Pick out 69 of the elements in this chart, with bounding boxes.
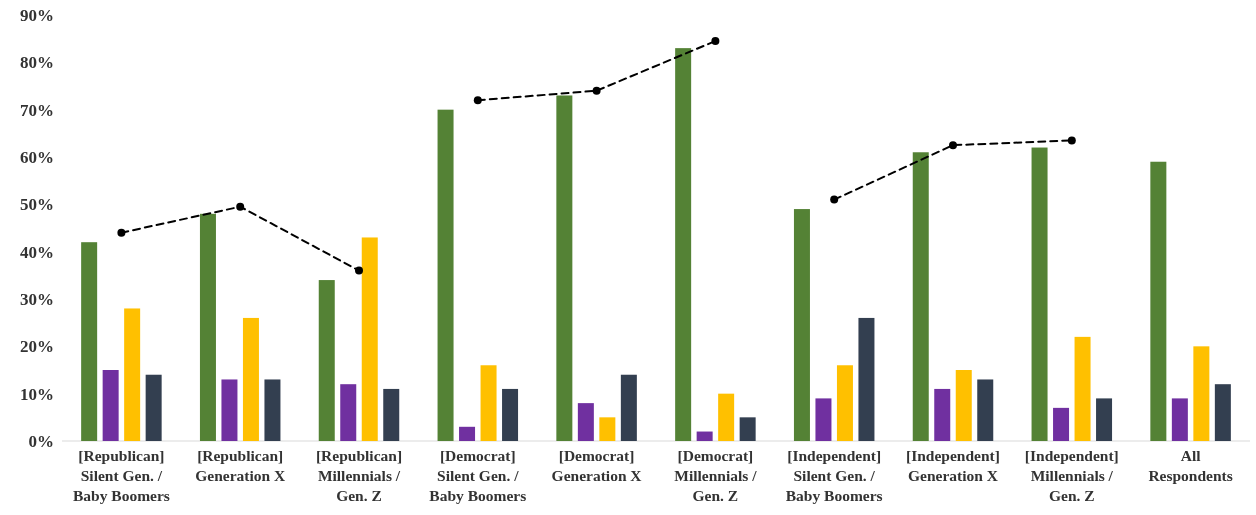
bar (793, 209, 810, 441)
bar (1171, 398, 1188, 441)
y-tick-label: 50% (20, 195, 54, 215)
bar (739, 417, 756, 441)
point (117, 228, 126, 237)
point (355, 266, 363, 275)
bar (1074, 336, 1091, 441)
bar (340, 384, 357, 441)
bar (124, 308, 141, 441)
bar (264, 379, 281, 441)
x-tick-label: [Democrat] Millennials / Gen. Z (674, 447, 758, 504)
point (236, 202, 245, 211)
bar (1193, 346, 1210, 441)
bar (718, 393, 735, 441)
x-tick-label: [Republican] Generation X (195, 447, 286, 484)
point (1067, 136, 1076, 145)
bar (145, 374, 162, 441)
x-tick-label: [Republican] Millennials / Gen. Z (315, 447, 403, 504)
bar (934, 388, 951, 441)
bar (620, 374, 637, 441)
point (830, 195, 839, 204)
bar (577, 403, 594, 441)
bar (696, 431, 713, 441)
bar (459, 426, 476, 441)
bar (383, 388, 400, 441)
bar (977, 379, 994, 441)
bar (858, 317, 875, 441)
bar (1214, 384, 1231, 441)
y-tick-label: 80% (20, 53, 54, 73)
y-tick-label: 20% (20, 337, 54, 357)
x-tick-label: [Independent] Generation X (906, 447, 1000, 484)
y-tick-label: 10% (20, 384, 54, 404)
x-tick-label: [Democrat] Generation X (551, 447, 643, 484)
bar (556, 95, 573, 441)
bar (955, 370, 972, 441)
y-tick-label: 0% (28, 431, 54, 451)
bar (480, 365, 497, 441)
y-tick-label: 30% (20, 289, 54, 309)
bar (675, 48, 692, 441)
bar (1150, 161, 1167, 441)
y-tick-label: 90% (20, 5, 54, 25)
bar (502, 388, 519, 441)
bar (1053, 407, 1070, 441)
x-tick-label: [Democrat] Silent Gen. / Baby Boomers (429, 447, 527, 504)
bar (81, 242, 98, 441)
x-tick-label: [Republican] Silent Gen. / Baby Boomers (72, 447, 170, 504)
bar (221, 379, 238, 441)
x-tick-label: All Respondents (1148, 447, 1233, 484)
y-tick-label: 40% (20, 242, 54, 262)
bar (836, 365, 853, 441)
x-tick-label: [Independent] Silent Gen. / Baby Boomers (785, 447, 883, 504)
bar (102, 370, 119, 441)
bar (437, 109, 454, 441)
bar (199, 213, 216, 441)
bar (1096, 398, 1113, 441)
x-tick-label: [Independent] Millennials / Gen. Z (1024, 447, 1119, 504)
point (711, 37, 720, 46)
point (592, 86, 601, 95)
bar (599, 417, 616, 441)
bar (361, 237, 378, 441)
point (949, 141, 957, 150)
bar (912, 152, 929, 441)
bar (815, 398, 832, 441)
point (473, 96, 482, 105)
bar (242, 317, 259, 441)
bar (318, 280, 335, 441)
y-tick-label: 70% (20, 100, 54, 120)
y-tick-label: 60% (20, 147, 54, 167)
bar (1031, 147, 1048, 441)
